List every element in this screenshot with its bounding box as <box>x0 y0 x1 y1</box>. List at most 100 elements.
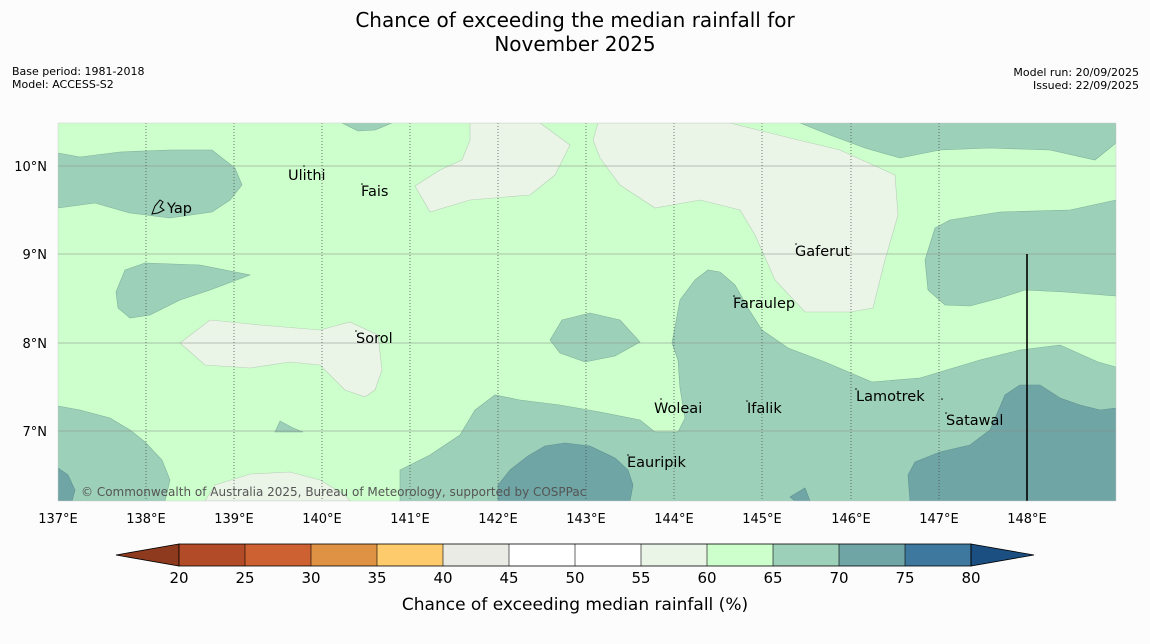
meta-right: Model run: 20/09/2025 Issued: 22/09/2025 <box>1013 66 1139 92</box>
cb-label-50: 50 <box>565 569 584 587</box>
colorbar-extend-high <box>970 543 1035 567</box>
lon-label-140e: 140°E <box>302 512 342 527</box>
cb-label-75: 75 <box>895 569 914 587</box>
longitude-labels: 137°E 138°E 139°E 140°E 141°E 142°E 143°… <box>38 512 1047 527</box>
cb-label-20: 20 <box>169 569 188 587</box>
cb-label-60: 60 <box>697 569 716 587</box>
green-region-south-east <box>399 269 1116 501</box>
place-satawal: Satawal <box>946 413 1003 429</box>
colorbar-seg-45-50 <box>509 544 575 566</box>
longitude-gridlines <box>145 123 940 501</box>
lon-label-145e: 145°E <box>742 512 782 527</box>
title-line-1: Chance of exceeding the median rainfall … <box>355 8 795 32</box>
colorbar-seg-35-40 <box>377 544 443 566</box>
lon-label-146e: 146°E <box>831 512 871 527</box>
colorbar-seg-75-80 <box>905 544 971 566</box>
lon-label-147e: 147°E <box>919 512 959 527</box>
pale-region-north-center <box>414 123 571 213</box>
teal-region-east <box>907 384 1116 501</box>
place-eauripik: Eauripik <box>627 455 686 471</box>
lon-label-148e: 148°E <box>1007 512 1047 527</box>
lon-label-137e: 137°E <box>38 512 78 527</box>
lat-label-8n: 8°N <box>23 337 48 352</box>
cb-label-40: 40 <box>433 569 452 587</box>
region-40-45 <box>179 123 899 501</box>
colorbar-seg-60-65 <box>707 544 773 566</box>
place-fais: Fais <box>361 184 388 200</box>
colorbar: 20 25 30 35 40 45 50 55 60 65 70 75 80 C… <box>115 543 1035 615</box>
colorbar-seg-70-75 <box>839 544 905 566</box>
lat-label-10n: 10°N <box>14 160 47 175</box>
pale-region-sorol <box>179 319 383 398</box>
lat-label-9n: 9°N <box>23 248 48 263</box>
latitude-labels: 10°N 9°N 8°N 7°N <box>14 160 47 440</box>
map-title: Chance of exceeding the median rainfall … <box>0 8 1150 56</box>
marker-sorol <box>355 330 357 332</box>
marker-woleai <box>660 398 662 400</box>
marker-gaferut <box>795 243 797 245</box>
colorbar-dividers <box>244 544 906 566</box>
marker-faraulep <box>733 295 735 297</box>
cb-label-65: 65 <box>763 569 782 587</box>
meta-left: Base period: 1981-2018 Model: ACCESS-S2 <box>12 65 144 91</box>
place-markers <box>303 165 947 456</box>
green-region-sw <box>58 405 171 501</box>
marker-lamotrek-2 <box>941 398 943 400</box>
pale-region-south <box>204 471 351 501</box>
green-region-ne-top <box>799 123 1116 161</box>
base-period: Base period: 1981-2018 <box>12 65 145 78</box>
cb-label-25: 25 <box>235 569 254 587</box>
map-area: Yap Ulithi Fais Gaferut Faraulep Sorol W… <box>58 123 1116 501</box>
issued-date: Issued: 22/09/2025 <box>1032 79 1139 92</box>
teal-region-west-edge <box>58 467 76 501</box>
lat-label-7n: 7°N <box>23 425 48 440</box>
cb-label-70: 70 <box>829 569 848 587</box>
pale-region-north-east <box>592 123 899 313</box>
lon-label-138e: 138°E <box>126 512 166 527</box>
copyright-text: © Commonwealth of Australia 2025, Bureau… <box>81 485 586 499</box>
yap-island-outline <box>151 199 165 215</box>
marker-ifalik <box>746 400 748 402</box>
place-lamotrek: Lamotrek <box>856 389 925 405</box>
colorbar-seg-20-25 <box>179 544 245 566</box>
colorbar-labels: 20 25 30 35 40 45 50 55 60 65 70 75 80 <box>169 569 980 587</box>
lon-label-144e: 144°E <box>654 512 694 527</box>
map-frame <box>57 122 1117 502</box>
colorbar-seg-30-35 <box>311 544 377 566</box>
colorbar-extend-low <box>115 543 180 567</box>
marker-fais <box>361 183 363 185</box>
lon-label-142e: 142°E <box>478 512 518 527</box>
cb-label-80: 80 <box>961 569 980 587</box>
colorbar-outline <box>178 543 972 567</box>
cb-label-35: 35 <box>367 569 386 587</box>
teal-region-tiny <box>789 487 811 501</box>
green-region-tiny-2 <box>274 420 304 433</box>
place-woleai: Woleai <box>654 401 702 417</box>
place-ulithi: Ulithi <box>288 168 326 184</box>
green-region-west <box>115 262 252 319</box>
marker-lamotrek <box>855 388 857 390</box>
region-65-70 <box>58 123 1116 501</box>
lon-label-143e: 143°E <box>566 512 606 527</box>
model-run: Model run: 20/09/2025 <box>1013 66 1139 79</box>
green-region-small <box>549 312 641 363</box>
green-region-tiny-1 <box>341 123 393 132</box>
place-yap: Yap <box>166 201 192 217</box>
colorbar-seg-65-70 <box>773 544 839 566</box>
lon-label-141e: 141°E <box>390 512 430 527</box>
green-region-yap <box>58 149 243 219</box>
colorbar-seg-50-55 <box>575 544 641 566</box>
cb-label-55: 55 <box>631 569 650 587</box>
model-name: Model: ACCESS-S2 <box>12 78 114 91</box>
cb-label-30: 30 <box>301 569 320 587</box>
colorbar-seg-40-45 <box>443 544 509 566</box>
marker-eauripik <box>627 454 629 456</box>
place-ifalik: Ifalik <box>747 401 782 417</box>
cb-label-45: 45 <box>499 569 518 587</box>
green-region-east <box>924 199 1116 307</box>
colorbar-seg-55-60 <box>641 544 707 566</box>
place-labels: Yap Ulithi Fais Gaferut Faraulep Sorol W… <box>166 168 1003 471</box>
place-sorol: Sorol <box>356 331 393 347</box>
place-faraulep: Faraulep <box>733 296 795 312</box>
